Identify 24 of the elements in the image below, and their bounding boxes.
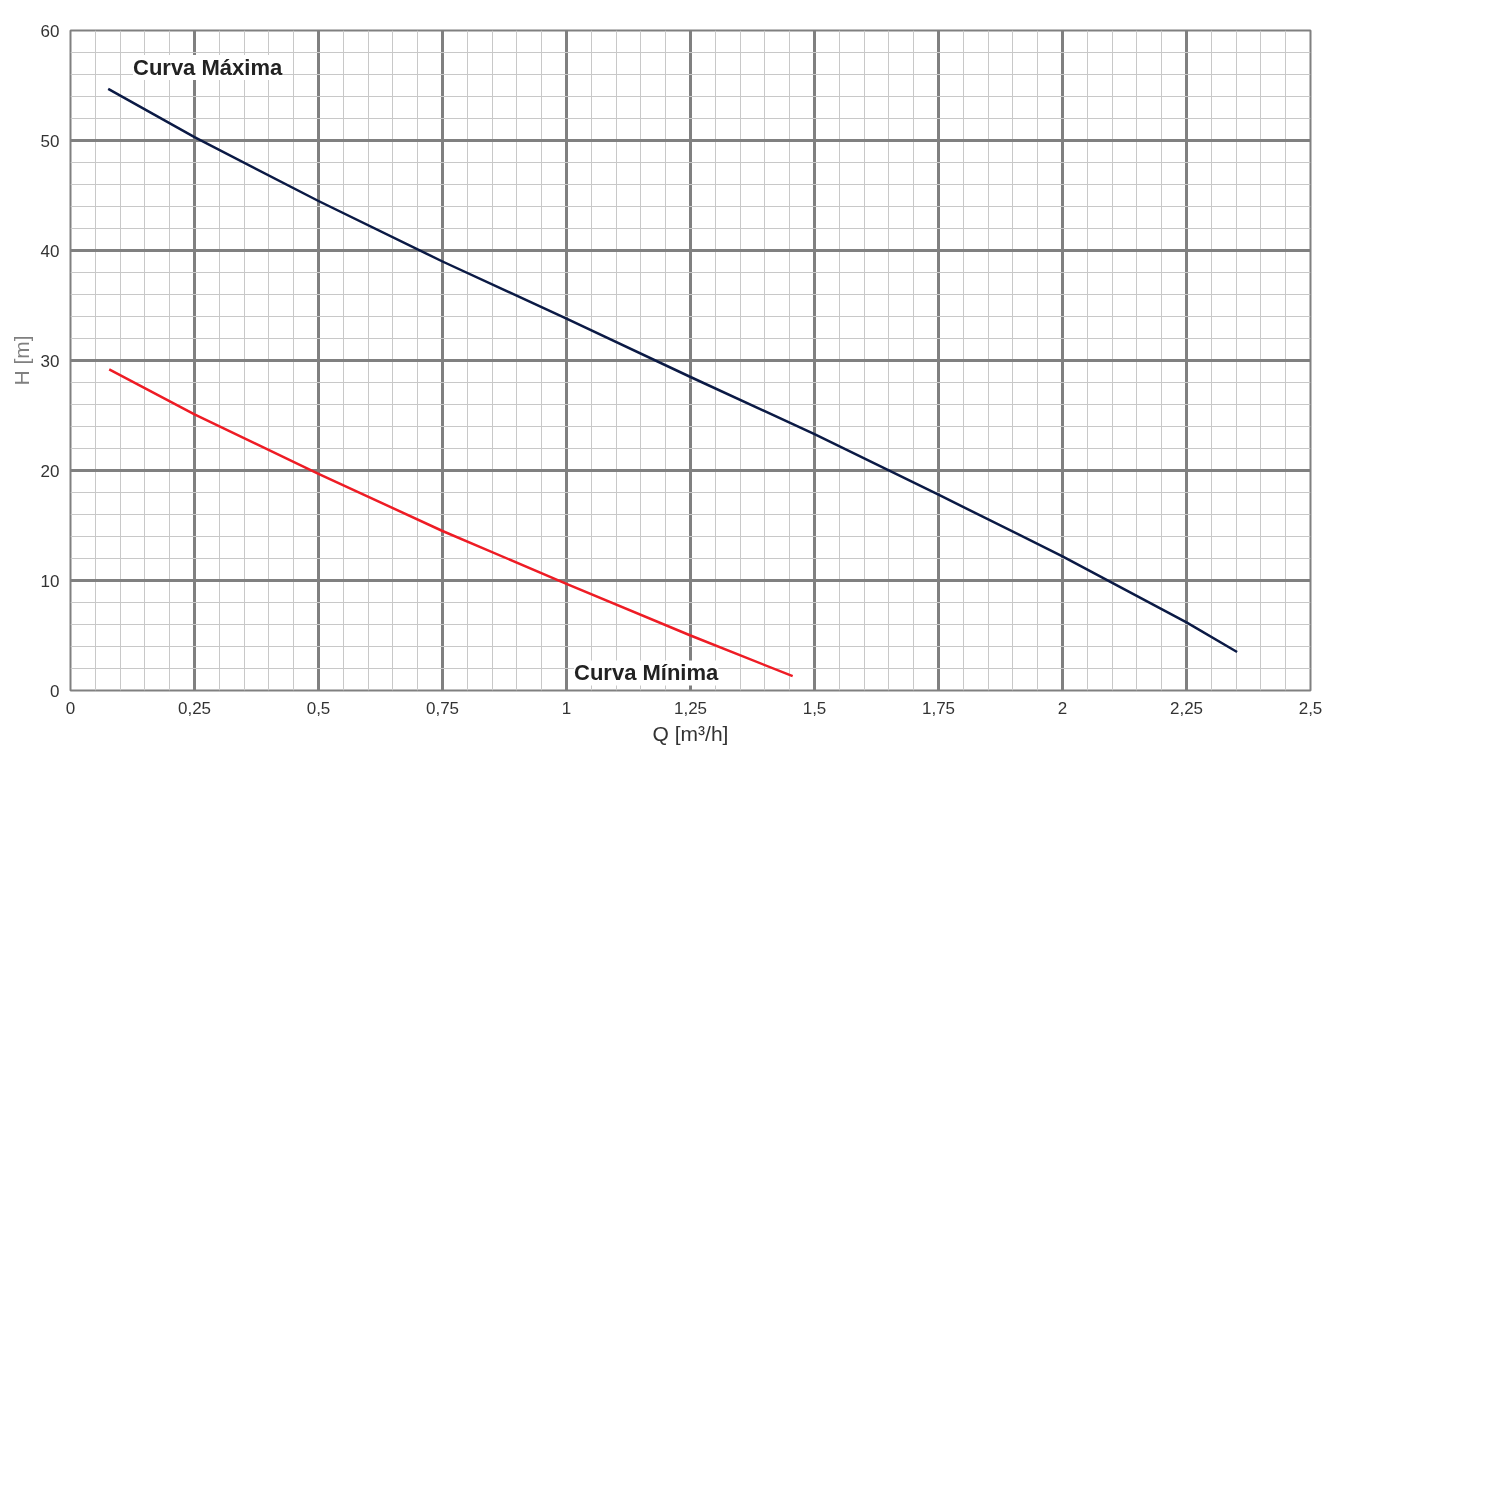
line-series (107, 368, 794, 678)
x-tick-label: 1,5 (802, 698, 827, 718)
y-tick-label: 0 (50, 681, 60, 701)
y-tick-label: 10 (40, 571, 60, 591)
y-tick-label: 50 (40, 131, 60, 151)
series-label: Curva Mínima (574, 660, 720, 686)
x-tick-label: 2 (1057, 698, 1068, 718)
y-tick-label: 20 (40, 461, 60, 481)
x-tick-label: 2,5 (1298, 698, 1323, 718)
series-label: Curva Máxima (133, 55, 283, 80)
y-axis-title: H [m] (9, 335, 33, 386)
x-tick-label: 1 (561, 698, 572, 718)
y-tick-label: 30 (40, 351, 60, 371)
x-tick-label: 0,25 (177, 698, 212, 718)
x-tick-label: 0,5 (306, 698, 331, 718)
y-tick-label: 40 (40, 241, 60, 261)
x-tick-label: 1,25 (673, 698, 708, 718)
line-series (106, 87, 1239, 654)
x-tick-label: 2,25 (1169, 698, 1204, 718)
x-axis-title: Q [m³/h] (652, 721, 729, 745)
y-tick-label: 60 (40, 21, 60, 41)
x-tick-label: 0,75 (425, 698, 460, 718)
x-tick-label: 0 (65, 698, 76, 718)
x-tick-label: 1,75 (921, 698, 956, 718)
